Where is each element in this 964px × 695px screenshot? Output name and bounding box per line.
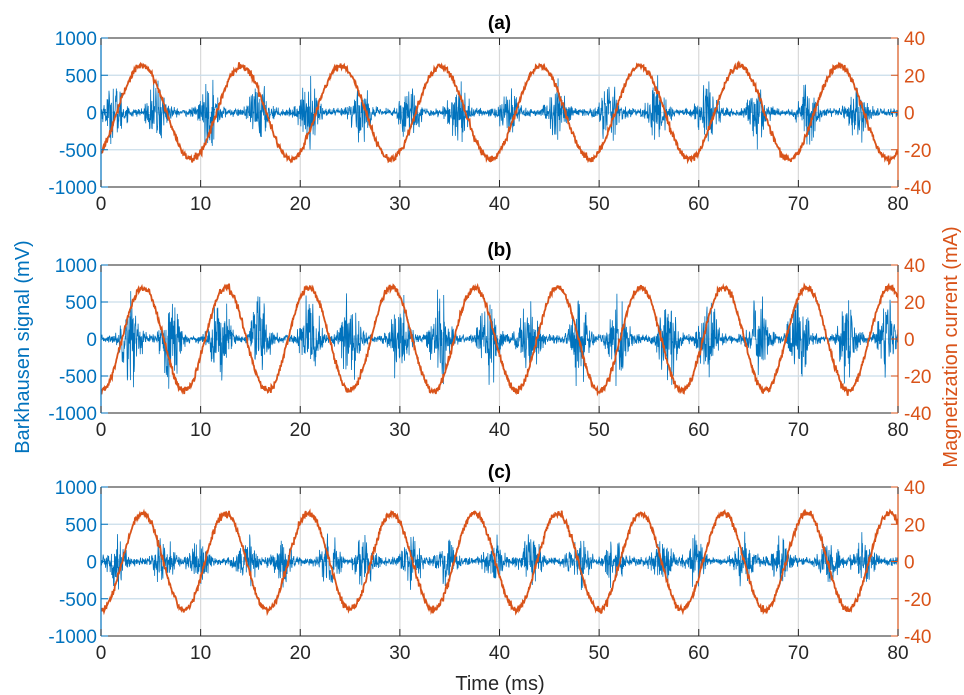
right-y-tick-label: 40 bbox=[904, 478, 925, 499]
left-y-tick-label: 1000 bbox=[55, 478, 97, 499]
x-tick-label: 60 bbox=[688, 420, 709, 441]
right-y-tick-label: 20 bbox=[904, 66, 925, 87]
subplot-title: (a) bbox=[488, 13, 511, 34]
x-tick-label: 20 bbox=[290, 194, 311, 215]
magnetization-current-series bbox=[101, 282, 898, 397]
right-y-tick-label: 0 bbox=[904, 104, 915, 125]
barkhausen-signal-series bbox=[101, 75, 898, 150]
right-y-tick-label: 0 bbox=[904, 330, 915, 351]
left-y-tick-label: -1000 bbox=[48, 627, 97, 648]
x-tick-label: 80 bbox=[887, 194, 908, 215]
left-y-tick-label: -1000 bbox=[48, 404, 97, 425]
barkhausen-signal-series bbox=[101, 289, 898, 389]
x-tick-label: 0 bbox=[96, 420, 107, 441]
x-tick-label: 70 bbox=[788, 194, 809, 215]
x-tick-label: 0 bbox=[96, 194, 107, 215]
left-y-tick-label: 500 bbox=[65, 515, 97, 536]
right-y-tick-label: -20 bbox=[904, 590, 931, 611]
right-y-tick-label: 40 bbox=[904, 256, 925, 277]
right-y-tick-label: -40 bbox=[904, 627, 931, 648]
left-y-tick-label: 500 bbox=[65, 66, 97, 87]
right-y-tick-label: -20 bbox=[904, 367, 931, 388]
left-y-tick-label: 0 bbox=[86, 330, 97, 351]
x-tick-label: 40 bbox=[489, 194, 510, 215]
left-y-tick-label: 1000 bbox=[55, 256, 97, 277]
x-tick-label: 10 bbox=[190, 420, 211, 441]
left-y-tick-label: 0 bbox=[86, 104, 97, 125]
x-tick-label: 60 bbox=[688, 194, 709, 215]
right-y-tick-label: -40 bbox=[904, 178, 931, 199]
subplot-title: (c) bbox=[488, 462, 511, 483]
subplot-title: (b) bbox=[487, 240, 511, 261]
x-tick-label: 80 bbox=[887, 643, 908, 664]
left-y-axis-label: Barkhausen signal (mV) bbox=[12, 240, 34, 453]
subplot-panels: 0 10 20 30 40 50 60 70 80-1000-50005001000-40-20… bbox=[48, 13, 931, 664]
magnetization-current-series bbox=[101, 60, 898, 166]
x-tick-label: 20 bbox=[290, 643, 311, 664]
left-y-tick-label: -500 bbox=[59, 367, 97, 388]
x-tick-label: 30 bbox=[389, 194, 410, 215]
left-y-tick-label: 500 bbox=[65, 293, 97, 314]
left-y-tick-label: 0 bbox=[86, 553, 97, 574]
right-y-tick-label: 20 bbox=[904, 293, 925, 314]
right-y-axis-label: Magnetization current (mA) bbox=[940, 226, 962, 467]
x-tick-label: 10 bbox=[190, 643, 211, 664]
x-tick-label: 30 bbox=[389, 643, 410, 664]
x-tick-label: 20 bbox=[290, 420, 311, 441]
left-y-tick-label: -1000 bbox=[48, 178, 97, 199]
magnetization-current-series bbox=[101, 508, 898, 617]
x-tick-label: 50 bbox=[589, 420, 610, 441]
x-tick-label: 60 bbox=[688, 643, 709, 664]
subplot-3: 0 10 20 30 40 50 60 70 80 -1000 -500 0 500 1000 -40 -20… bbox=[48, 462, 931, 664]
barkhausen-signal-series bbox=[101, 531, 898, 591]
x-tick-label: 40 bbox=[489, 420, 510, 441]
x-tick-label: 70 bbox=[788, 643, 809, 664]
x-tick-label: 40 bbox=[489, 643, 510, 664]
subplot-1: 0 10 20 30 40 50 60 70 80 -1000 -500 0 500 1000 -40 -20… bbox=[48, 13, 931, 215]
x-tick-label: 30 bbox=[389, 420, 410, 441]
left-y-tick-label: 1000 bbox=[55, 29, 97, 50]
x-axis-label: Time (ms) bbox=[455, 673, 544, 695]
right-y-tick-label: 20 bbox=[904, 515, 925, 536]
x-tick-label: 70 bbox=[788, 420, 809, 441]
x-tick-label: 80 bbox=[887, 420, 908, 441]
right-y-tick-label: -20 bbox=[904, 141, 931, 162]
right-y-tick-label: 0 bbox=[904, 553, 915, 574]
left-y-tick-label: -500 bbox=[59, 590, 97, 611]
left-y-tick-label: -500 bbox=[59, 141, 97, 162]
right-y-tick-label: 40 bbox=[904, 29, 925, 50]
x-tick-label: 0 bbox=[96, 643, 107, 664]
right-y-tick-label: -40 bbox=[904, 404, 931, 425]
x-tick-label: 50 bbox=[589, 643, 610, 664]
x-tick-label: 50 bbox=[589, 194, 610, 215]
subplot-2: 0 10 20 30 40 50 60 70 80 -1000 -500 0 500 1000 -40 -20… bbox=[48, 240, 931, 441]
x-tick-label: 10 bbox=[190, 194, 211, 215]
